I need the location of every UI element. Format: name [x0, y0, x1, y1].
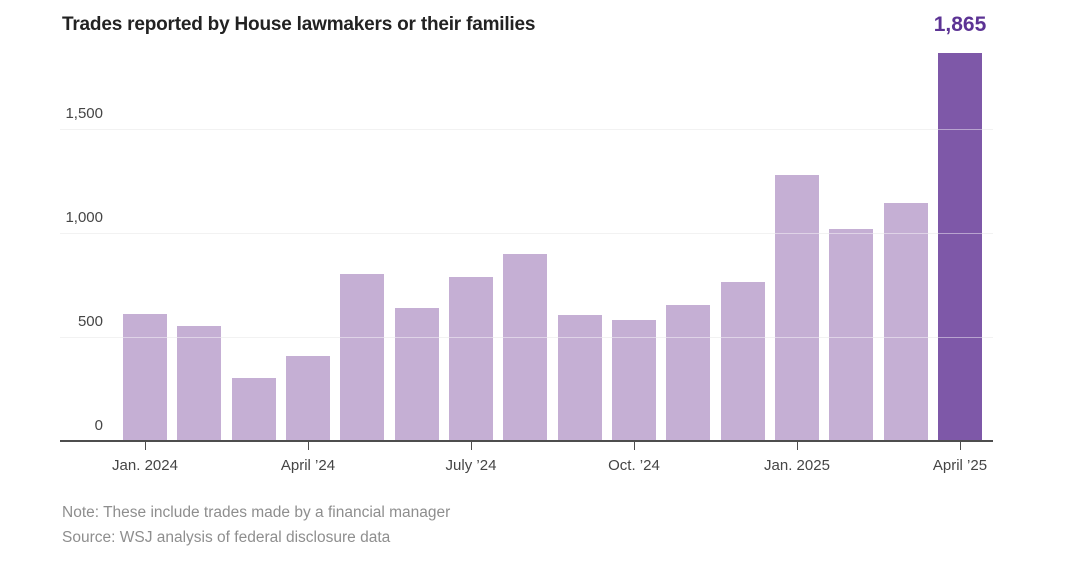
y-axis-tick-label: 1,500	[65, 105, 103, 122]
x-axis-tick-label: Jan. 2025	[764, 457, 830, 474]
gridline-overlay	[60, 337, 993, 338]
note-text: Note: These include trades made by a fin…	[62, 504, 451, 521]
x-axis-tick	[307, 442, 309, 450]
x-axis-tick	[633, 442, 635, 450]
bar-chart-plot-area: 0 500 1,000 1,500 Jan. 2024 April ’24 July ’24…	[60, 53, 993, 474]
x-axis-tick-label: July ’24	[445, 457, 497, 474]
x-axis-tick	[796, 442, 798, 450]
bar	[394, 307, 439, 441]
bar	[720, 281, 765, 441]
x-axis-tick-label: April ’24	[280, 457, 336, 474]
x-axis-tick	[470, 442, 472, 450]
bar	[448, 276, 493, 441]
bar	[883, 202, 928, 441]
bar	[557, 315, 602, 441]
y-axis-tick-label: 500	[77, 313, 103, 330]
chart-title: Trades reported by House lawmakers or th…	[62, 14, 536, 35]
bar	[611, 320, 656, 441]
bar	[666, 304, 711, 441]
source-text: Source: WSJ analysis of federal disclosu…	[62, 529, 391, 546]
bar	[829, 228, 874, 441]
y-axis-tick-label: 0	[94, 417, 103, 434]
bar	[123, 314, 167, 441]
gridline-overlay	[60, 233, 993, 234]
bar	[503, 253, 548, 441]
x-axis-tick-label: April ’25	[932, 457, 988, 474]
bar	[231, 377, 276, 441]
x-axis-tick-label: Jan. 2024	[112, 457, 178, 474]
x-axis-tick	[145, 442, 146, 450]
bar	[285, 355, 330, 441]
y-axis-tick-label: 1,000	[65, 209, 103, 226]
bar	[177, 325, 222, 441]
peak-value-annotation: 1,865	[933, 13, 987, 36]
bar	[774, 174, 819, 441]
bar-highlighted	[937, 53, 982, 441]
gridline	[60, 233, 993, 234]
gridline-overlay	[60, 129, 993, 130]
x-axis-tick-label: Oct. ’24	[608, 457, 660, 474]
bar	[340, 273, 385, 441]
x-axis-tick	[959, 442, 961, 450]
gridline	[60, 129, 993, 130]
x-axis-line	[60, 440, 993, 442]
